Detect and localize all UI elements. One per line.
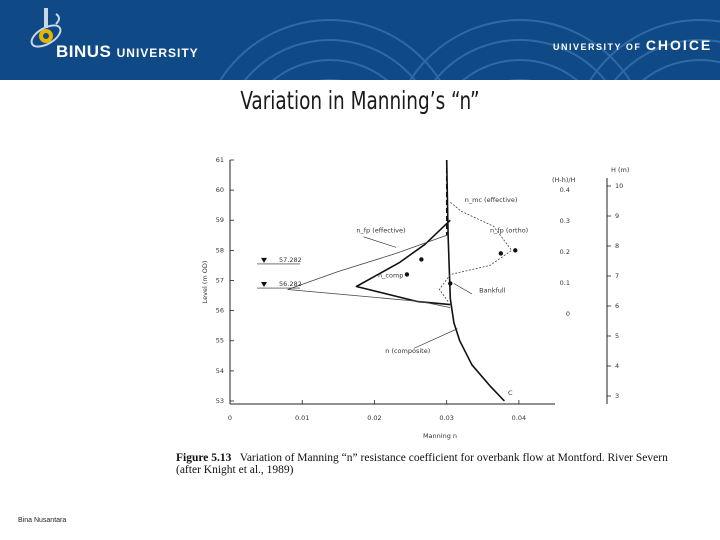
- series-line-n-comp: [287, 234, 451, 308]
- y-tick-label: 56: [216, 307, 224, 315]
- right-axis-tick-label: 8: [615, 242, 619, 250]
- right-axis-tick-label: 5: [615, 332, 619, 340]
- right-axis-tick-label: 6: [615, 302, 619, 310]
- brand-wordmark[interactable]: BINUS UNIVERSITY: [56, 42, 199, 62]
- chart-annotation: n_fp (ortho): [490, 226, 528, 234]
- annotation-arrow: [453, 283, 473, 295]
- footer-text: Bina Nusantara: [18, 517, 67, 524]
- chart-annotation: Bankfull: [479, 287, 506, 295]
- chart-labels: n_mc (effective) n_fp (effective) n_fp (or…: [257, 196, 528, 397]
- data-point: [498, 251, 504, 256]
- slide-title: Variation in Manning’s “n”: [240, 86, 480, 115]
- ratio-axis-label: (H-h)/H: [552, 176, 576, 184]
- y-tick-label: 60: [216, 186, 224, 194]
- x-tick-label: 0.01: [295, 414, 309, 422]
- ratio-tick-label: 0: [566, 310, 570, 318]
- series-line-composite: [445, 159, 505, 402]
- data-point: [419, 257, 424, 262]
- stage-marker-label: 57.282: [279, 256, 302, 264]
- manning-n-chart: 0 0.01 0.02 0.03 0.04535455565758596061Manni…: [201, 156, 629, 440]
- data-point: [448, 281, 453, 286]
- data-point: [513, 248, 518, 253]
- annotation-arrow: [414, 328, 458, 349]
- x-tick-label: 0.02: [367, 414, 381, 422]
- stage-marker-triangle: [261, 282, 267, 288]
- right-axis-label: H (m): [611, 166, 629, 174]
- right-axis-tick-label: 10: [615, 182, 623, 190]
- series-line-n-mc-effective: [439, 201, 513, 302]
- chart-axes: 0 0.01 0.02 0.03 0.04535455565758596061Manni…: [201, 156, 629, 440]
- y-axis-label: Level (m OD): [201, 261, 209, 304]
- tagline: UNIVERSITY OF CHOICE: [553, 37, 712, 55]
- x-tick-label: 0.04: [512, 414, 526, 422]
- right-axis-tick-label: 3: [615, 392, 619, 400]
- y-tick-label: 55: [216, 337, 224, 345]
- ratio-tick-label: 0.3: [560, 217, 570, 225]
- chart-annotation: n (composite): [385, 347, 430, 355]
- y-tick-label: 53: [216, 397, 224, 405]
- tagline-word: CHOICE: [645, 37, 713, 53]
- data-point: [404, 272, 410, 277]
- header-band: BINUS UNIVERSITY UNIVERSITY OF CHOICE: [0, 0, 720, 80]
- stage-marker-label: 56.282: [279, 280, 302, 288]
- chart-annotation: C: [508, 389, 513, 397]
- y-tick-label: 57: [216, 276, 224, 284]
- y-tick-label: 61: [216, 156, 224, 164]
- x-tick-label: 0.03: [439, 414, 453, 422]
- ratio-tick-label: 0.2: [560, 248, 570, 256]
- stage-marker-triangle: [261, 257, 267, 263]
- chart-series: [287, 159, 518, 402]
- chart-annotation: n_fp (effective): [356, 226, 405, 234]
- y-tick-label: 54: [216, 367, 224, 375]
- right-axis-tick-label: 9: [615, 212, 619, 220]
- binus-logo-icon: [30, 8, 62, 48]
- caption-label: Figure 5.13: [176, 452, 232, 464]
- chart-annotation: n_mc (effective): [465, 196, 518, 204]
- annotation-arrow: [363, 236, 397, 248]
- figure-caption: Figure 5.13 Variation of Manning “n” res…: [176, 452, 676, 476]
- brand-suffix: UNIVERSITY: [116, 46, 199, 60]
- ratio-tick-label: 0.4: [560, 186, 570, 194]
- header-arcs-decoration: [219, 19, 720, 80]
- chart-annotation: n_comp: [378, 271, 403, 279]
- brand-name: BINUS: [56, 42, 112, 61]
- x-axis-label: Manning n: [423, 432, 457, 440]
- x-tick-label: 0: [228, 414, 232, 422]
- right-axis-tick-label: 7: [615, 272, 619, 280]
- tagline-prefix: UNIVERSITY OF: [553, 42, 642, 52]
- y-tick-label: 58: [216, 246, 224, 254]
- ratio-tick-label: 0.1: [560, 279, 570, 287]
- caption-text: Variation of Manning “n” resistance coef…: [176, 452, 668, 476]
- right-axis-tick-label: 4: [615, 362, 619, 370]
- y-tick-label: 59: [216, 216, 224, 224]
